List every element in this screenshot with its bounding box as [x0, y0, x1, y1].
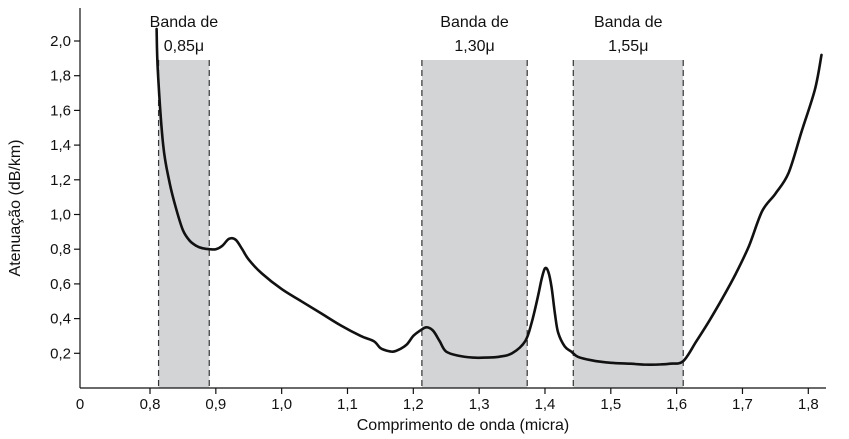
x-tick-label: 1,7: [732, 396, 753, 413]
x-tick-label: 1,2: [403, 396, 424, 413]
axes-layer: [79, 8, 826, 389]
y-tick-label: 1,0: [50, 207, 71, 224]
x-tick-label: 1,1: [337, 396, 358, 413]
y-tick-label: 1,2: [50, 172, 71, 189]
y-axis-label: Atenuação (dB/km): [7, 140, 24, 277]
band-3-label-line1: Banda de: [594, 14, 663, 31]
band-3-region: [573, 60, 684, 388]
y-tick-label: 1,4: [50, 137, 71, 154]
y-tick-label: 0,2: [50, 345, 71, 362]
y-tick-label: 0,4: [50, 311, 71, 328]
band-2-label-line1: Banda de: [440, 14, 509, 31]
x-tick-label: 1,4: [535, 396, 556, 413]
band-1-label-line1: Banda de: [150, 14, 219, 31]
bands-layer: Banda de 0,85μ Banda de 1,30μ Banda de 1,55μ: [150, 14, 684, 388]
x-axis-origin-label: 0: [76, 396, 84, 413]
x-tick-label: 1,0: [271, 396, 292, 413]
band-1-region: [158, 60, 210, 388]
curve-layer: [155, 27, 823, 366]
ticks-layer: 0,8 0,9 1,0 1,1 1,2 1,3 1,4 1,5 1,6 1,7 1,8 0,2 0,4 0…: [50, 33, 819, 413]
band-2-region: [421, 60, 528, 388]
band-2-label-line2: 1,30μ: [454, 38, 494, 55]
y-tick-label: 0,6: [50, 276, 71, 293]
x-axis-label: Comprimento de onda (micra): [357, 417, 570, 434]
x-tick-label: 0,9: [205, 396, 226, 413]
attenuation-curve: [155, 27, 823, 366]
y-tick-label: 1,8: [50, 68, 71, 85]
band-3-label-line2: 1,55μ: [608, 38, 648, 55]
y-tick-label: 1,6: [50, 102, 71, 119]
x-tick-label: 1,5: [600, 396, 621, 413]
x-tick-label: 1,8: [798, 396, 819, 413]
band-1-label-line2: 0,85μ: [164, 38, 204, 55]
y-tick-label: 2,0: [50, 33, 71, 50]
x-tick-label: 1,3: [469, 396, 490, 413]
x-tick-label: 1,6: [666, 396, 687, 413]
y-tick-label: 0,8: [50, 241, 71, 258]
x-tick-label: 0,8: [140, 396, 161, 413]
